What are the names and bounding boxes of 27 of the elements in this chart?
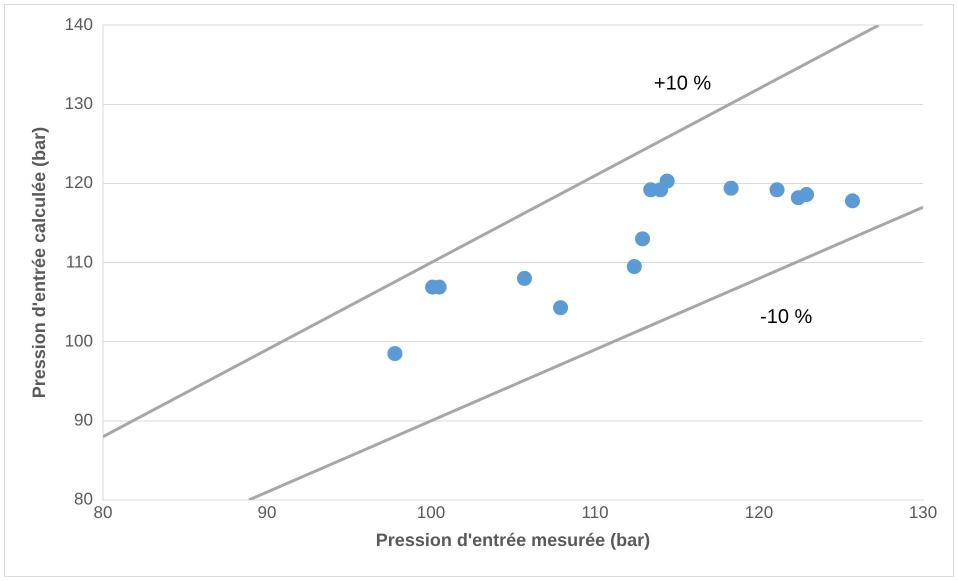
y-tick-label: 100 <box>64 331 93 350</box>
point <box>516 270 532 286</box>
y-tick-label: 90 <box>74 410 93 430</box>
series-label: -10 % <box>760 306 813 328</box>
y-tick-label: 120 <box>64 173 93 192</box>
point <box>626 259 642 274</box>
point <box>799 187 814 202</box>
x-tick-label: 90 <box>258 502 276 522</box>
point <box>553 300 568 316</box>
x-tick-label: 120 <box>744 502 774 522</box>
point <box>770 182 785 198</box>
point <box>635 231 650 246</box>
y-tick-label: 130 <box>64 94 93 114</box>
y-tick-label: 110 <box>66 252 93 272</box>
y-tick-label: 80 <box>74 490 93 509</box>
y-axis-title: Pression d'entrée calculée (bar) <box>28 126 49 398</box>
x-tick-label: 80 <box>94 502 112 522</box>
point <box>724 180 739 196</box>
x-tick-label: 100 <box>416 502 446 522</box>
point <box>387 346 402 362</box>
x-tick-label: 110 <box>581 502 609 522</box>
x-axis-title: Pression d'entrée mesurée (bar) <box>376 530 650 550</box>
point <box>844 193 860 208</box>
x-tick-label: 130 <box>908 502 938 522</box>
point <box>660 174 675 189</box>
series-label: +10 % <box>654 72 712 94</box>
y-tick-label: 140 <box>64 14 93 34</box>
